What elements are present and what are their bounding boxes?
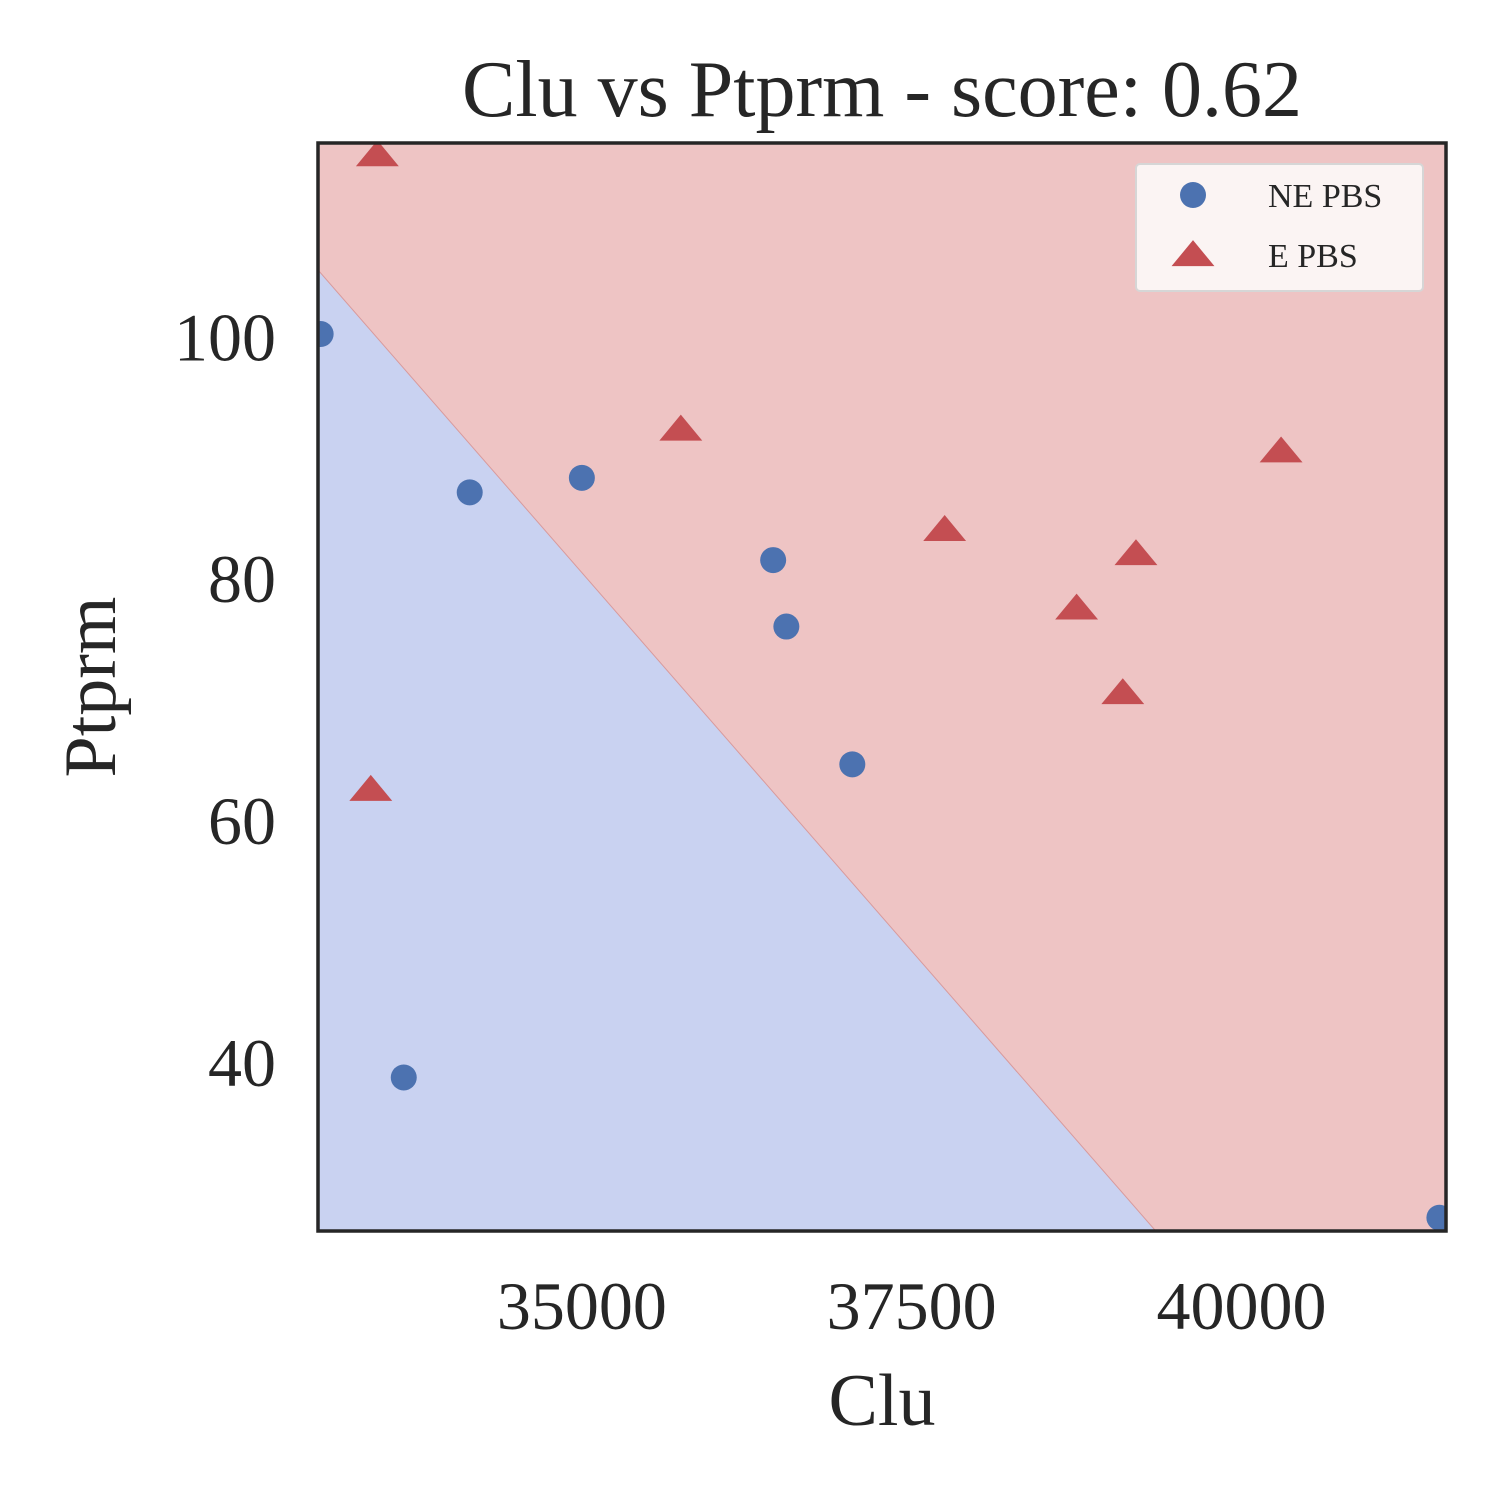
e-pbs-point	[1114, 539, 1158, 566]
e-pbs-point	[1259, 436, 1303, 463]
legend-triangle-marker	[1171, 240, 1215, 267]
y-tick-label: 60	[208, 783, 276, 859]
legend-entry-label: E PBS	[1268, 238, 1358, 275]
x-tick-label: 40000	[1157, 1268, 1327, 1344]
e-pbs-point	[923, 515, 967, 541]
y-tick-label: 100	[174, 299, 276, 375]
e-pbs-point	[659, 414, 703, 441]
ne-pbs-point	[318, 321, 334, 348]
axis-ticks: 35000 37500 40000 40 60 80 100	[174, 299, 1327, 1344]
ne-pbs-point	[839, 751, 866, 778]
legend-entry-label: NE PBS	[1268, 178, 1382, 215]
ne-pbs-point	[568, 464, 595, 491]
e-pbs-point	[349, 774, 393, 801]
chart-title: Clu vs Ptprm - score: 0.62	[462, 46, 1302, 134]
x-tick-label: 37500	[827, 1268, 997, 1344]
ne-pbs-point	[773, 613, 800, 640]
x-tick-label: 35000	[497, 1268, 667, 1344]
y-tick-label: 80	[208, 541, 276, 617]
ne-pbs-point	[390, 1064, 417, 1091]
y-axis-label: Ptprm	[50, 597, 132, 778]
plot-frame	[316, 141, 1448, 1233]
data-points	[318, 143, 1446, 1231]
x-axis-label: Clu	[829, 1360, 936, 1442]
legend: NE PBS E PBS	[1135, 163, 1424, 292]
decision-regions	[318, 143, 1446, 1231]
ne-pbs-point	[456, 479, 483, 506]
y-tick-label: 40	[208, 1025, 276, 1101]
ne-pbs-point	[760, 547, 787, 574]
e-pbs-point	[1101, 678, 1145, 705]
decision-boundary-line	[318, 269, 1157, 1231]
e-pbs-point	[355, 143, 399, 167]
ne-pbs-point	[1426, 1204, 1446, 1231]
e-pbs-point	[1055, 593, 1099, 620]
legend-circle-marker	[1180, 182, 1206, 208]
upper-right-region	[318, 143, 1446, 1231]
